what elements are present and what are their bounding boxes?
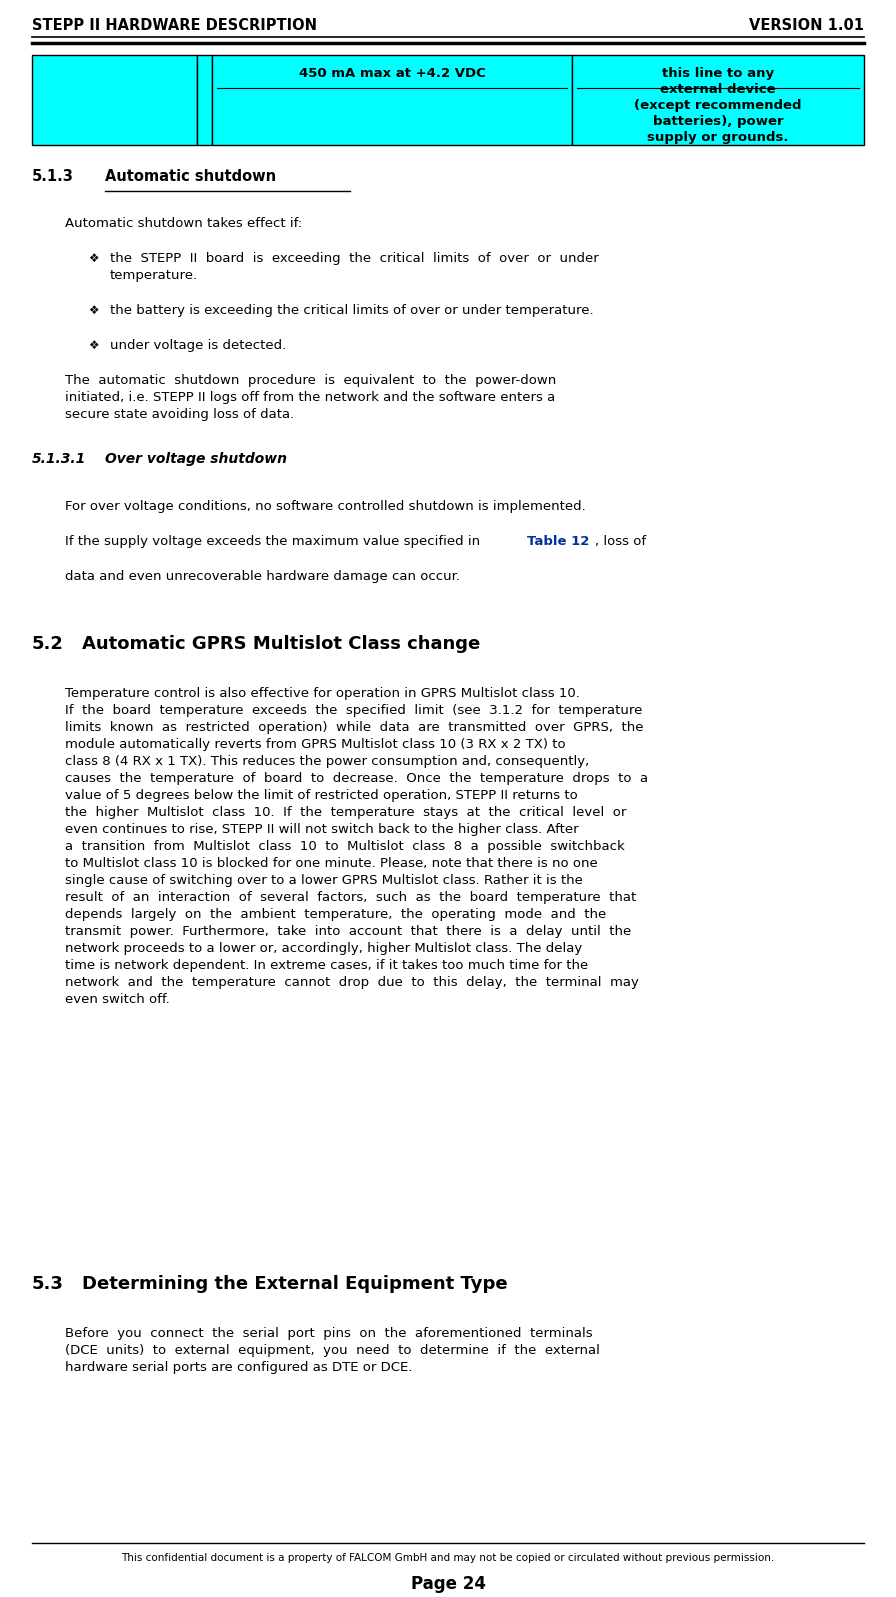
Text: , loss of: , loss of: [595, 535, 646, 548]
Text: Automatic GPRS Multislot Class change: Automatic GPRS Multislot Class change: [82, 636, 480, 653]
Text: Temperature control is also effective for operation in GPRS Multislot class 10.
: Temperature control is also effective fo…: [65, 687, 648, 1006]
Text: VERSION 1.01: VERSION 1.01: [749, 18, 864, 32]
Text: this line to any
external device
(except recommended
batteries), power
supply or: this line to any external device (except…: [634, 67, 802, 144]
Bar: [197, 54, 212, 145]
Text: 450 mA max at +4.2 VDC: 450 mA max at +4.2 VDC: [298, 67, 486, 80]
Text: the  STEPP  II  board  is  exceeding  the  critical  limits  of  over  or  under: the STEPP II board is exceeding the crit…: [110, 252, 599, 281]
Text: For over voltage conditions, no software controlled shutdown is implemented.: For over voltage conditions, no software…: [65, 500, 586, 513]
Text: 5.1.3.1: 5.1.3.1: [32, 452, 86, 466]
Text: data and even unrecoverable hardware damage can occur.: data and even unrecoverable hardware dam…: [65, 570, 460, 583]
Text: Over voltage shutdown: Over voltage shutdown: [105, 452, 287, 466]
Bar: [32, 54, 197, 145]
Text: the battery is exceeding the critical limits of over or under temperature.: the battery is exceeding the critical li…: [110, 303, 594, 316]
Text: 5.1.3: 5.1.3: [32, 169, 73, 184]
Text: ❖: ❖: [88, 339, 99, 351]
Text: STEPP II HARDWARE DESCRIPTION: STEPP II HARDWARE DESCRIPTION: [32, 18, 317, 32]
Text: Before  you  connect  the  serial  port  pins  on  the  aforementioned  terminal: Before you connect the serial port pins …: [65, 1327, 600, 1373]
Text: ❖: ❖: [88, 252, 99, 265]
Text: Table 12: Table 12: [527, 535, 590, 548]
Text: 5.2: 5.2: [32, 636, 64, 653]
Text: This confidential document is a property of FALCOM GmbH and may not be copied or: This confidential document is a property…: [121, 1552, 775, 1563]
Bar: [212, 54, 572, 145]
Text: 5.3: 5.3: [32, 1274, 64, 1294]
Text: Automatic shutdown: Automatic shutdown: [105, 169, 276, 184]
Text: If the supply voltage exceeds the maximum value specified in: If the supply voltage exceeds the maximu…: [65, 535, 485, 548]
Text: The  automatic  shutdown  procedure  is  equivalent  to  the  power-down
initiat: The automatic shutdown procedure is equi…: [65, 374, 556, 422]
Text: Automatic shutdown takes effect if:: Automatic shutdown takes effect if:: [65, 217, 302, 230]
Bar: [572, 54, 864, 145]
Text: Determining the External Equipment Type: Determining the External Equipment Type: [82, 1274, 508, 1294]
Text: under voltage is detected.: under voltage is detected.: [110, 339, 286, 351]
Text: Page 24: Page 24: [410, 1575, 486, 1592]
Text: ❖: ❖: [88, 303, 99, 316]
